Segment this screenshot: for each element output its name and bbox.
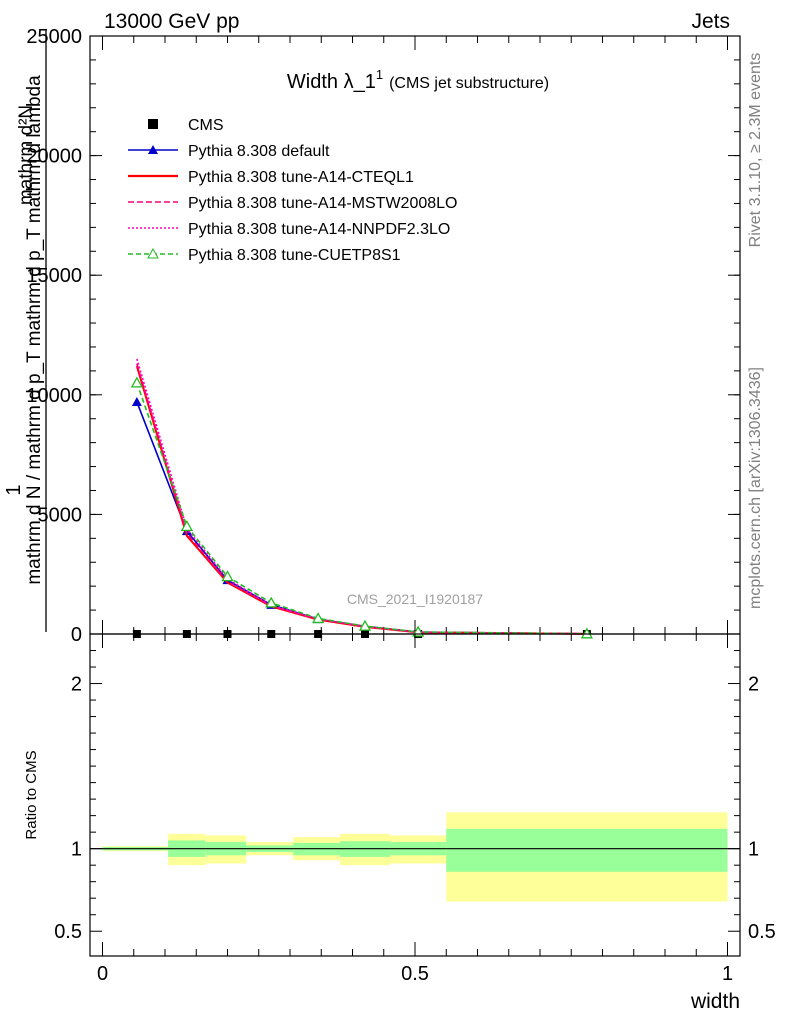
x-tick-label: 0.5: [401, 963, 429, 985]
data-point-cuetp8s1: [265, 596, 278, 608]
x-tick-label: 0: [97, 963, 108, 985]
data-point-cuetp8s1: [312, 612, 325, 624]
ratio-y-tick-label: 2: [71, 674, 82, 696]
header-left-label: 13000 GeV pp: [104, 10, 239, 33]
main-y-axis-label: 1 mathrm d²N mathrm d N / mathrm d p_T m…: [3, 30, 47, 632]
main-y-axis: 0 5000 10000 15000 20000 25000: [26, 26, 740, 646]
header-right-label: Jets: [691, 10, 730, 33]
y-tick-label: 15000: [26, 265, 82, 287]
legend-label: Pythia 8.308 tune-A14-NNPDF2.3LO: [188, 221, 450, 238]
main-panel: 0 5000 10000 15000 20000 25000 CMS_2021_I1920…: [26, 26, 741, 646]
data-point-cuetp8s1: [221, 570, 234, 582]
legend: CMS Pythia 8.308 default Pythia 8.308 tune…: [128, 117, 457, 264]
ratio-y-tick-label-right: 2: [748, 674, 759, 696]
y-tick-label: 25000: [26, 26, 82, 48]
legend-marker: [148, 119, 158, 129]
legend-label: Pythia 8.308 default: [188, 143, 330, 160]
plot-subtitle: (CMS jet substructure): [389, 75, 549, 92]
legend-item-cuetp8s1: Pythia 8.308 tune-CUETP8S1: [128, 247, 401, 264]
y-tick-label: 5000: [38, 504, 83, 526]
legend-label: Pythia 8.308 tune-A14-MSTW2008LO: [188, 195, 457, 212]
x-axis-label: width: [690, 990, 740, 1013]
legend-label: CMS: [188, 117, 224, 134]
data-point-cuetp8s1: [358, 619, 372, 631]
ratio-y-tick-label-right: 0.5: [748, 921, 776, 943]
mcplots-label: mcplots.cern.ch [arXiv:1306.3436]: [747, 367, 764, 609]
data-point-cuetp8s1: [580, 627, 593, 639]
analysis-watermark: CMS_2021_I1920187: [347, 591, 483, 607]
legend-item-cteql1: Pythia 8.308 tune-A14-CTEQL1: [128, 169, 414, 186]
legend-item-nnpdf: Pythia 8.308 tune-A14-NNPDF2.3LO: [128, 221, 450, 238]
ratio-y-tick-label: 0.5: [54, 921, 82, 943]
legend-label: Pythia 8.308 tune-A14-CTEQL1: [188, 169, 414, 186]
plot-title-superscript: 1: [376, 67, 383, 82]
data-point-cuetp8s1: [180, 520, 193, 532]
x-tick-label: 1: [722, 963, 733, 985]
y-tick-label: 20000: [26, 146, 82, 168]
ratio-y-tick-label-right: 1: [748, 839, 759, 861]
legend-item-mstw: Pythia 8.308 tune-A14-MSTW2008LO: [128, 195, 457, 212]
legend-marker: [148, 145, 158, 154]
legend-label: Pythia 8.308 tune-CUETP8S1: [188, 247, 401, 264]
data-point-default: [131, 396, 142, 406]
plot-title: Width λ_1: [287, 71, 376, 93]
plot-title-group: Width λ_11 (CMS jet substructure): [287, 67, 549, 93]
series-line-cuetp8s1: [136, 382, 587, 635]
data-point-cuetp8s1: [130, 376, 143, 388]
rivet-version-label: Rivet 3.1.10, ≥ 2.3M events: [747, 53, 764, 248]
y-tick-label: 0: [71, 624, 82, 646]
ratio-bands: [102, 812, 728, 902]
ratio-y-tick-label: 1: [71, 839, 82, 861]
ratio-panel: 0.5 0.51 12 2 0 0.5 1 Ratio to CMS width: [23, 633, 776, 1013]
y-tick-label: 10000: [26, 385, 82, 407]
x-axis: 0 0.5 1: [97, 634, 733, 985]
y-label-prefactor: 1: [3, 484, 25, 495]
ratio-band-inner: [446, 828, 728, 872]
ratio-panel-frame: [89, 633, 741, 957]
ratio-y-axis: 0.5 0.5 1 1 2 2: [54, 650, 776, 943]
y-label-denominator: mathrm d N / mathrm d p_T mathrm d p_T m…: [24, 75, 45, 585]
y-label-numerator: mathrm d²N: [16, 105, 37, 205]
ratio-y-axis-label: Ratio to CMS: [23, 750, 40, 839]
legend-item-default: Pythia 8.308 default: [128, 143, 330, 160]
legend-item-cms: CMS: [148, 117, 224, 134]
legend-marker: [147, 247, 159, 259]
